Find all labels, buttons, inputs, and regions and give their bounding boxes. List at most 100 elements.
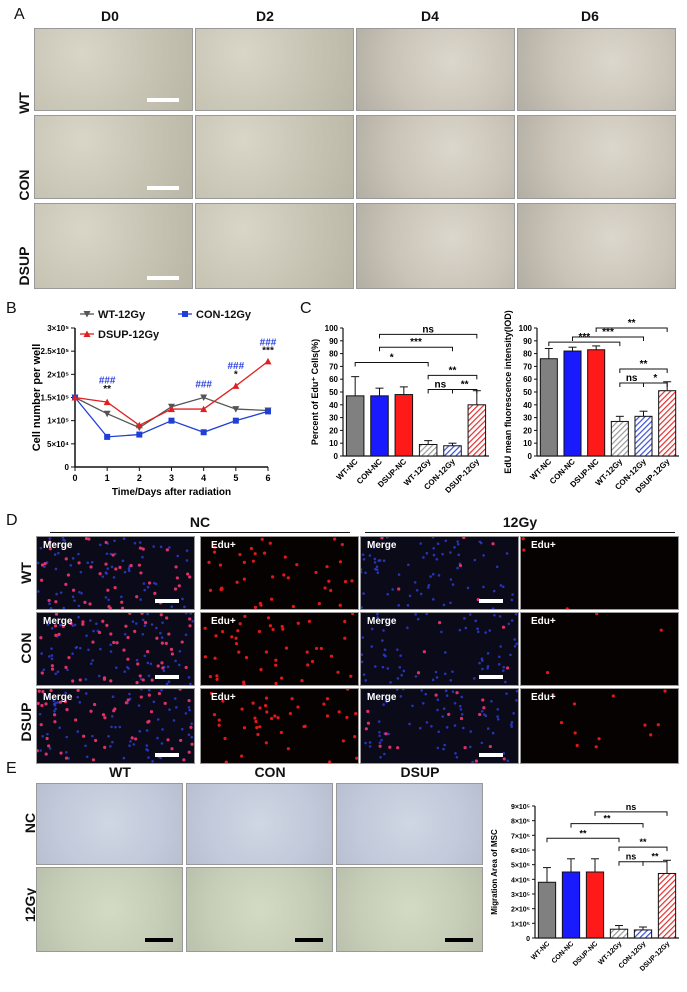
- y-tick-label: 80: [329, 350, 338, 359]
- scale-bar: [445, 938, 473, 942]
- red-nucleus: [329, 588, 333, 593]
- panel-d-group-nc: NC: [189, 514, 211, 530]
- blue-nucleus: [56, 670, 60, 674]
- blue-nucleus: [411, 704, 414, 708]
- red-nucleus: [315, 646, 319, 651]
- blue-nucleus: [456, 540, 459, 543]
- blue-nucleus: [54, 567, 58, 571]
- red-nucleus: [120, 600, 124, 604]
- blue-nucleus: [59, 623, 62, 627]
- red-nucleus: [240, 754, 244, 758]
- red-nucleus: [364, 727, 368, 731]
- blue-nucleus: [113, 539, 116, 543]
- blue-nucleus: [431, 678, 435, 682]
- blue-nucleus: [48, 537, 52, 540]
- red-nucleus: [269, 716, 274, 721]
- red-nucleus: [139, 571, 143, 575]
- panel-d-row-con: CON: [18, 632, 34, 664]
- data-point-triangle-up: [71, 394, 79, 401]
- blue-nucleus: [78, 646, 82, 650]
- blue-nucleus: [386, 667, 390, 670]
- bar-CON-NC: [561, 871, 581, 939]
- blue-nucleus: [383, 648, 387, 652]
- bar-DSUP-12Gy: [658, 390, 677, 457]
- y-axis-label: Migration Area of MSC: [490, 829, 499, 915]
- data-point-square: [200, 429, 207, 436]
- blue-nucleus: [383, 752, 386, 756]
- blue-nucleus: [406, 604, 410, 607]
- blue-nucleus: [436, 542, 440, 546]
- bar-CON-12Gy: [443, 445, 462, 457]
- blue-nucleus: [501, 585, 505, 589]
- red-nucleus: [337, 710, 341, 714]
- y-tick-label: 1×10⁵: [47, 417, 69, 426]
- red-nucleus: [237, 650, 241, 654]
- blue-nucleus: [497, 663, 501, 666]
- red-nucleus: [217, 718, 221, 722]
- blue-nucleus: [106, 567, 110, 570]
- x-category-label: DSUP-NC: [572, 940, 599, 967]
- edu-label: Edu+: [531, 616, 556, 627]
- red-nucleus: [213, 656, 217, 660]
- red-nucleus: [281, 627, 285, 631]
- red-nucleus: [118, 565, 122, 569]
- edu-label: Edu+: [531, 540, 556, 551]
- blue-nucleus: [442, 707, 446, 711]
- blue-nucleus: [48, 655, 51, 658]
- blue-nucleus: [453, 546, 456, 549]
- significance-bracket: [618, 861, 644, 866]
- significance-label: *: [653, 373, 657, 384]
- x-tick-label: 0: [72, 473, 77, 483]
- blue-nucleus: [104, 596, 108, 599]
- fluor-con-12gy-merge: Merge: [360, 612, 519, 686]
- blue-nucleus: [152, 700, 156, 704]
- bar-DSUP-NC: [587, 349, 606, 457]
- blue-nucleus: [46, 623, 50, 626]
- red-nucleus: [102, 677, 107, 681]
- blue-nucleus: [123, 632, 127, 636]
- red-nucleus: [64, 557, 68, 561]
- blue-nucleus: [59, 591, 63, 594]
- blue-nucleus: [431, 537, 435, 539]
- blue-nucleus: [458, 704, 462, 708]
- blue-nucleus: [188, 708, 191, 712]
- blue-nucleus: [109, 650, 113, 653]
- red-nucleus: [109, 679, 113, 683]
- blue-nucleus: [145, 748, 148, 751]
- blue-nucleus: [420, 689, 423, 692]
- red-nucleus: [329, 654, 334, 658]
- red-nucleus: [264, 741, 268, 745]
- significance-label: **: [640, 359, 648, 370]
- blue-nucleus: [54, 672, 58, 676]
- blue-nucleus: [66, 668, 69, 672]
- red-nucleus: [44, 702, 48, 706]
- fluor-con-nc-merge: Merge: [36, 612, 195, 686]
- cell-nuclei: [39, 613, 194, 685]
- red-nucleus: [595, 613, 599, 616]
- y-axis-label: EdU mean fluorescence intensity(IOD): [503, 310, 513, 474]
- blue-nucleus: [381, 665, 385, 669]
- chart-c1-bar: 0102030405060708090100WT-NCCON-NCDSUP-NC…: [310, 324, 489, 495]
- red-nucleus: [280, 624, 284, 629]
- x-tick-label: 1: [105, 473, 110, 483]
- red-nucleus: [187, 750, 191, 754]
- red-nucleus: [559, 721, 564, 725]
- panel-a-col-d6: D6: [581, 8, 599, 24]
- cell-nuclei: [207, 537, 354, 609]
- fluor-dsup-nc-merge: Merge: [36, 688, 195, 764]
- red-nucleus: [295, 563, 299, 567]
- blue-nucleus: [476, 627, 479, 630]
- red-nucleus: [52, 713, 57, 717]
- blue-nucleus: [373, 665, 377, 668]
- blue-nucleus: [37, 561, 40, 565]
- red-nucleus: [82, 734, 86, 738]
- blue-nucleus: [166, 665, 170, 669]
- y-tick-label: 60: [329, 375, 338, 384]
- red-nucleus: [545, 671, 550, 675]
- blue-nucleus: [362, 592, 365, 595]
- panel-d-group-12gy: 12Gy: [502, 514, 538, 530]
- blue-nucleus: [440, 630, 443, 634]
- red-nucleus: [283, 555, 287, 559]
- blue-nucleus: [432, 546, 435, 550]
- red-nucleus: [133, 629, 137, 633]
